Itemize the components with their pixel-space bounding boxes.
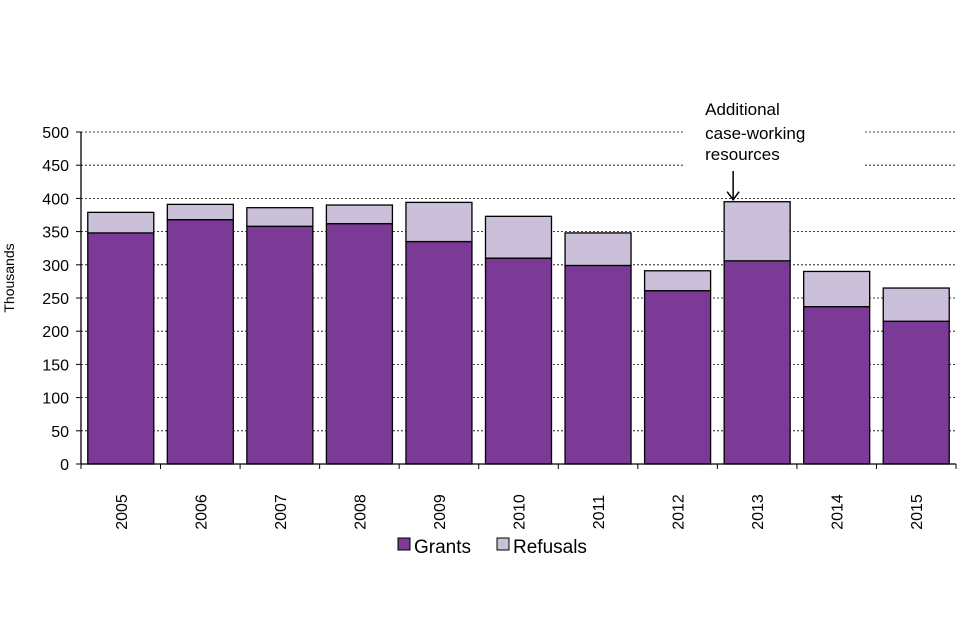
bar-grants-2006	[166, 218, 234, 465]
bar-refusals-2014	[803, 270, 871, 308]
x-tick-label: 2013	[750, 494, 767, 530]
x-tick-label: 2009	[432, 494, 449, 530]
annotation-arrow	[726, 171, 740, 201]
bar-grants-2007	[246, 225, 314, 465]
bar-refusals-2012	[643, 270, 712, 292]
x-axis-ticks: 2005 2006 2007 2008 2009 2010 2011 2012 2013 2014…	[80, 464, 957, 530]
y-tick-label: 250	[42, 291, 69, 308]
x-tick-label: 2005	[114, 494, 131, 530]
bar-refusals-2009	[405, 201, 473, 243]
x-tick-label: 2007	[273, 494, 290, 530]
annotation-line-1: Additional	[705, 100, 780, 119]
x-tick-label: 2008	[352, 494, 369, 530]
bar-refusals-2011	[564, 232, 632, 267]
y-tick-label: 200	[42, 324, 69, 341]
bar-grants-2005	[87, 232, 155, 465]
annotation-line-2: case-working	[705, 124, 805, 143]
y-tick-label: 500	[42, 125, 69, 142]
bars	[87, 201, 950, 465]
y-tick-label: 300	[42, 258, 69, 275]
y-tick-label: 350	[42, 225, 69, 242]
bar-refusals-2008	[325, 204, 394, 225]
x-tick-label: 2011	[591, 495, 608, 530]
bar-refusals-2007	[246, 207, 314, 227]
bar-grants-2010	[484, 257, 553, 465]
x-tick-label: 2012	[671, 494, 688, 530]
bar-grants-2015	[882, 320, 950, 465]
bar-refusals-2010	[484, 215, 553, 259]
annotation-line-3: resources	[705, 145, 780, 164]
y-tick-label: 150	[42, 357, 69, 374]
bar-grants-2009	[405, 240, 473, 465]
y-axis-ticks: 0 50 100 150 200 250 300 350 400 450 500	[42, 125, 81, 474]
y-axis-title: Thousands	[1, 243, 17, 312]
x-tick-label: 2010	[512, 494, 529, 530]
legend-swatch-refusals	[496, 537, 510, 551]
legend: Grants Refusals	[397, 537, 587, 558]
y-tick-label: 50	[51, 424, 69, 441]
bar-refusals-2015	[882, 287, 950, 322]
bar-refusals-2006	[166, 203, 234, 221]
annotation: Additional case-working resources	[685, 95, 866, 201]
y-tick-label: 450	[42, 158, 69, 175]
bar-grants-2008	[325, 222, 394, 465]
y-tick-label: 100	[42, 391, 69, 408]
bar-grants-2012	[643, 290, 712, 465]
bar-refusals-2005	[87, 211, 155, 234]
y-tick-label: 0	[60, 457, 69, 474]
x-tick-label: 2006	[193, 494, 210, 530]
legend-swatch-grants	[397, 537, 411, 551]
bar-grants-2011	[564, 264, 632, 465]
bar-refusals-2013	[723, 201, 791, 262]
bar-grants-2014	[803, 305, 871, 465]
x-tick-label: 2015	[909, 494, 926, 530]
bar-grants-2013	[723, 260, 791, 465]
legend-label-refusals: Refusals	[513, 537, 587, 558]
x-tick-label: 2014	[830, 494, 847, 530]
legend-label-grants: Grants	[414, 537, 471, 558]
annotation-background	[685, 95, 866, 175]
y-tick-label: 400	[42, 191, 69, 208]
